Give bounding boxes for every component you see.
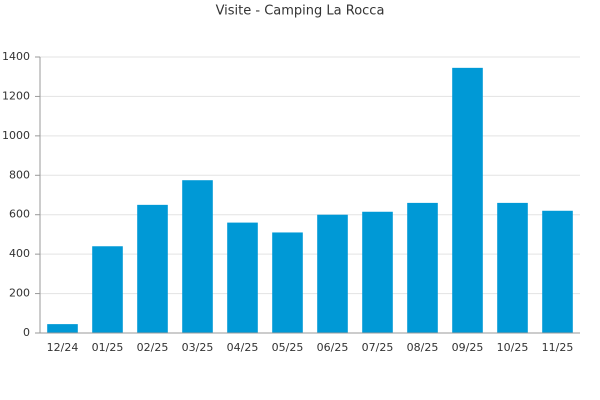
- bar: [542, 210, 573, 333]
- chart-title: Visite - Camping La Rocca: [216, 4, 385, 19]
- bar: [452, 67, 483, 333]
- x-tick-label: 03/25: [182, 341, 214, 354]
- y-tick-label: 1200: [2, 89, 30, 102]
- x-tick-label: 06/25: [317, 341, 349, 354]
- x-tick-label: 01/25: [92, 341, 124, 354]
- y-tick-label: 800: [9, 168, 30, 181]
- x-tick-label: 07/25: [362, 341, 394, 354]
- y-tick-label: 1400: [2, 50, 30, 63]
- x-tick-label: 04/25: [227, 341, 259, 354]
- bar: [272, 232, 303, 333]
- y-tick-label: 1000: [2, 129, 30, 142]
- bar: [407, 202, 438, 333]
- y-tick-label: 200: [9, 287, 30, 300]
- bar: [47, 324, 78, 333]
- y-tick-label: 400: [9, 247, 30, 260]
- bar: [227, 222, 258, 333]
- bar: [92, 246, 123, 333]
- bar: [497, 202, 528, 333]
- x-tick-label: 09/25: [452, 341, 484, 354]
- x-tick-label: 11/25: [542, 341, 574, 354]
- bar: [362, 211, 393, 333]
- x-tick-label: 08/25: [407, 341, 439, 354]
- bar: [317, 214, 348, 333]
- y-tick-label: 600: [9, 208, 30, 221]
- x-tick-label: 02/25: [137, 341, 169, 354]
- bar: [137, 204, 168, 333]
- y-tick-label: 0: [23, 326, 30, 339]
- x-tick-label: 10/25: [497, 341, 529, 354]
- x-tick-label: 12/24: [47, 341, 79, 354]
- bar: [182, 180, 213, 333]
- x-tick-label: 05/25: [272, 341, 304, 354]
